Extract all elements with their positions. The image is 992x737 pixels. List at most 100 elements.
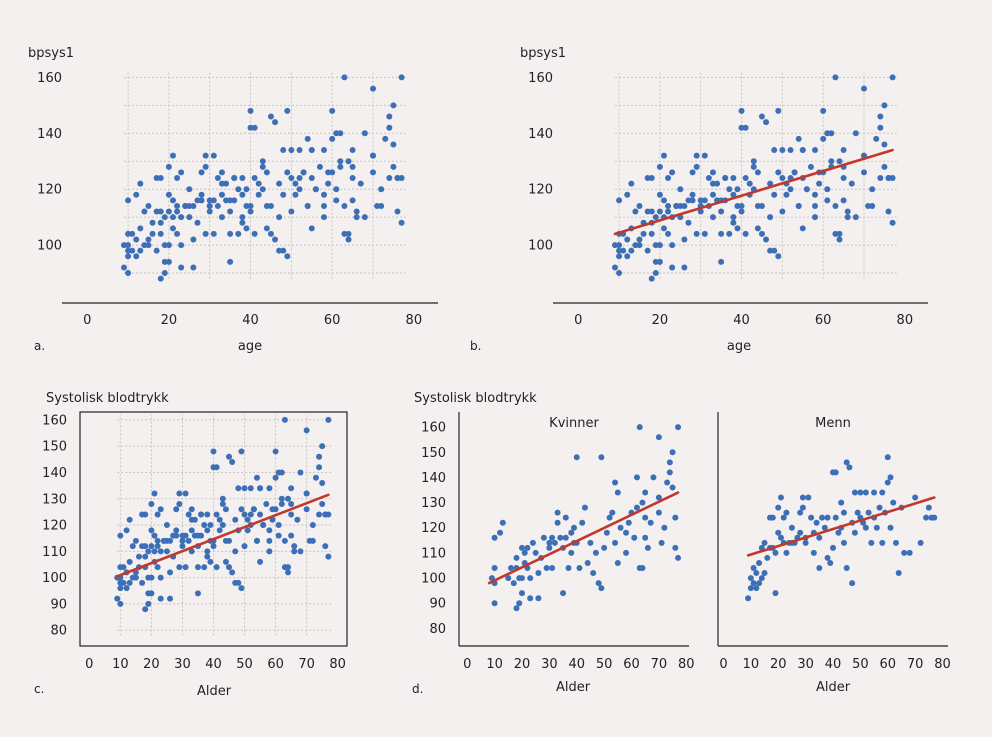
data-point (669, 264, 676, 271)
data-point (145, 236, 152, 243)
data-point (157, 208, 164, 215)
x-tick-label: 40 (242, 313, 259, 328)
data-point (170, 532, 177, 539)
regression-line (613, 148, 894, 236)
x-tick-label: 50 (596, 657, 613, 672)
y-tick-label: 80 (50, 624, 67, 639)
data-point (345, 230, 352, 237)
data-point (218, 169, 225, 176)
data-point (267, 230, 274, 237)
data-point (114, 595, 121, 602)
data-point (747, 585, 754, 592)
data-point (149, 219, 156, 226)
data-point (243, 225, 250, 232)
data-point (227, 258, 234, 265)
data-point (491, 534, 498, 541)
data-point (325, 416, 332, 423)
data-point (165, 242, 172, 249)
data-point (247, 107, 254, 114)
data-point (278, 495, 285, 502)
data-point (169, 152, 176, 159)
data-point (527, 595, 534, 602)
data-point (892, 539, 899, 546)
data-point (141, 242, 148, 249)
data-point (488, 575, 495, 582)
data-point (844, 214, 851, 221)
data-point (843, 459, 850, 466)
data-point (129, 543, 136, 550)
data-point (560, 590, 567, 597)
data-point (838, 499, 845, 506)
data-point (777, 534, 784, 541)
data-point (349, 175, 356, 182)
data-point (319, 443, 326, 450)
data-point (139, 579, 146, 586)
panel-d-y-title: Systolisk blodtrykk (414, 391, 537, 406)
panel-d-women-x-title: Alder (556, 680, 591, 695)
data-point (337, 163, 344, 170)
data-point (799, 147, 806, 154)
data-point (312, 474, 319, 481)
data-point (775, 169, 782, 176)
data-point (222, 537, 229, 544)
data-point (291, 548, 298, 555)
data-point (769, 514, 776, 521)
data-point (518, 590, 525, 597)
data-point (805, 494, 812, 501)
data-point (620, 247, 627, 254)
panel-c-letter: c. (34, 682, 44, 696)
data-point (587, 539, 594, 546)
data-point (232, 548, 239, 555)
data-point (133, 253, 140, 260)
data-point (174, 202, 181, 209)
x-tick-label: 60 (324, 313, 341, 328)
data-point (750, 163, 757, 170)
data-point (675, 424, 682, 431)
data-point (592, 549, 599, 556)
y-tick-label: 100 (528, 239, 553, 254)
data-point (508, 565, 515, 571)
data-point (835, 529, 842, 536)
data-point (231, 175, 238, 182)
data-point (648, 230, 655, 237)
data-point (681, 236, 688, 243)
data-point (722, 175, 729, 182)
data-point (272, 448, 279, 455)
data-point (884, 454, 891, 461)
facet-strip-men: Menn (815, 416, 851, 431)
data-point (681, 202, 688, 209)
data-point (202, 163, 209, 170)
data-point (581, 504, 588, 511)
data-point (612, 479, 619, 486)
data-point (665, 208, 672, 215)
data-point (639, 499, 646, 506)
data-point (840, 197, 847, 204)
data-point (288, 147, 295, 154)
data-point (148, 527, 155, 534)
data-point (754, 202, 761, 209)
data-point (226, 453, 233, 460)
x-tick-label: 40 (825, 657, 842, 672)
data-point (145, 202, 152, 209)
data-point (288, 501, 295, 508)
data-point (750, 158, 757, 165)
data-point (828, 158, 835, 165)
data-point (761, 570, 768, 577)
data-point (386, 113, 393, 120)
x-tick-label: 10 (112, 657, 129, 672)
data-point (869, 186, 876, 193)
data-point (178, 169, 185, 176)
data-point (257, 511, 264, 518)
data-point (194, 219, 201, 226)
data-point (656, 208, 663, 215)
panel-a-x-title: age (238, 339, 262, 354)
y-tick-label: 120 (42, 519, 67, 534)
x-tick-label: 0 (85, 657, 93, 672)
x-tick-label: 80 (406, 313, 423, 328)
data-point (669, 169, 676, 176)
data-point (549, 534, 556, 541)
data-point (161, 270, 168, 277)
data-point (238, 506, 245, 513)
y-tick-label: 100 (421, 572, 446, 587)
facet-strip-women: Kvinner (549, 416, 599, 431)
